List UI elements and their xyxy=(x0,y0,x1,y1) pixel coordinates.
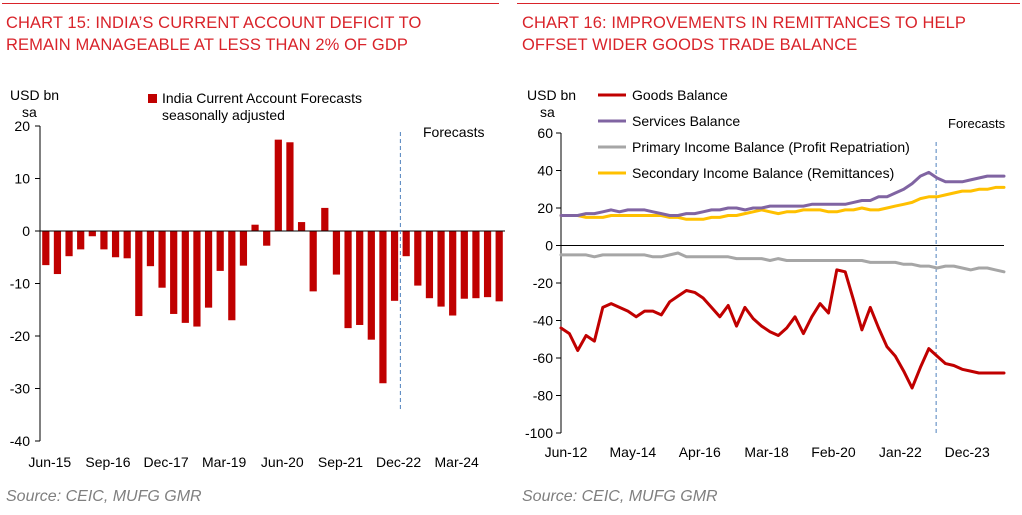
y-axis-unit-label-2: sa xyxy=(540,104,555,120)
bar xyxy=(356,231,364,325)
bar xyxy=(251,224,259,231)
chart-15-title: CHART 15: INDIA’S CURRENT ACCOUNT DEFICI… xyxy=(6,14,422,54)
bar xyxy=(158,231,166,288)
x-tick-label: May-14 xyxy=(610,444,657,460)
bar xyxy=(100,231,108,250)
bar xyxy=(344,231,352,329)
y-tick-label: -80 xyxy=(533,388,553,404)
x-tick-label: Sep-16 xyxy=(85,454,130,470)
right-title-rule xyxy=(517,3,1020,4)
x-tick-label: Dec-17 xyxy=(143,454,188,470)
y-axis-unit-label-2: sa xyxy=(22,104,37,120)
x-tick-label: Apr-16 xyxy=(679,444,721,460)
chart-16-source: Source: CEIC, MUFG GMR xyxy=(522,488,718,505)
series-line-goods-balance xyxy=(559,268,1006,390)
bar xyxy=(414,231,422,286)
legend-label: Goods Balance xyxy=(632,87,728,103)
x-tick-label: Dec-23 xyxy=(945,444,990,460)
chart-16-title: CHART 16: IMPROVEMENTS IN REMITTANCES TO… xyxy=(522,14,966,54)
x-tick-label: Mar-18 xyxy=(744,444,789,460)
bar xyxy=(193,231,201,327)
y-tick-label: -100 xyxy=(525,425,553,441)
bar xyxy=(460,231,468,299)
y-tick-label: 10 xyxy=(14,171,30,187)
y-axis-unit-label: USD bn xyxy=(10,87,59,103)
x-tick-label: Dec-22 xyxy=(376,454,421,470)
bar xyxy=(263,231,271,246)
bar xyxy=(216,231,224,271)
bar xyxy=(402,231,410,257)
y-tick-label: 0 xyxy=(22,223,30,239)
bar xyxy=(228,231,236,321)
legend-label-2: seasonally adjusted xyxy=(162,107,285,123)
bar xyxy=(239,231,248,266)
x-tick-label: Feb-20 xyxy=(811,444,856,460)
bar xyxy=(390,231,399,301)
bar xyxy=(65,231,73,257)
bar xyxy=(332,231,341,275)
chart-15-source: Source: CEIC, MUFG GMR xyxy=(6,488,202,505)
x-tick-label: Jun-12 xyxy=(545,444,588,460)
legend-swatch xyxy=(148,94,157,103)
y-tick-label: -30 xyxy=(10,381,30,397)
bar xyxy=(204,231,213,308)
bar xyxy=(77,231,85,250)
y-axis-unit-label: USD bn xyxy=(527,87,576,103)
bar xyxy=(146,231,155,267)
y-tick-label: 20 xyxy=(537,200,553,216)
series-line-services-balance xyxy=(559,170,1006,217)
bar xyxy=(111,231,120,258)
bar xyxy=(88,231,96,237)
bar xyxy=(297,222,306,231)
y-tick-label: -20 xyxy=(10,328,30,344)
x-tick-label: Jan-22 xyxy=(879,444,922,460)
forecast-label: Forecasts xyxy=(423,124,484,140)
y-tick-label: -40 xyxy=(10,433,30,449)
y-tick-label: -60 xyxy=(533,350,553,366)
bar xyxy=(42,231,50,266)
left-title-rule xyxy=(2,3,499,4)
bar xyxy=(449,231,457,316)
y-tick-label: -20 xyxy=(533,275,553,291)
y-tick-label: 40 xyxy=(537,163,553,179)
y-tick-label: -10 xyxy=(10,276,30,292)
legend-label: India Current Account Forecasts xyxy=(162,90,362,106)
y-tick-label: -40 xyxy=(533,313,553,329)
bar xyxy=(379,231,387,384)
bar xyxy=(53,231,62,275)
bar xyxy=(274,139,282,231)
bar xyxy=(437,231,445,307)
bar xyxy=(181,231,189,323)
bar xyxy=(309,231,317,292)
forecast-label: Forecasts xyxy=(948,116,1006,131)
x-tick-label: Mar-19 xyxy=(202,454,247,470)
legend-label: Secondary Income Balance (Remittances) xyxy=(632,165,894,181)
x-tick-label: Sep-21 xyxy=(318,454,363,470)
bar xyxy=(495,231,503,302)
bar xyxy=(472,231,480,299)
x-tick-label: Jun-15 xyxy=(28,454,71,470)
bar xyxy=(170,231,178,314)
x-tick-label: Jun-20 xyxy=(261,454,304,470)
bar xyxy=(321,207,329,231)
bar xyxy=(135,231,143,317)
series-line-secondary-income-balance-remittances xyxy=(559,185,1006,221)
legend-label: Services Balance xyxy=(632,113,740,129)
bar xyxy=(483,231,492,298)
bar xyxy=(123,231,131,259)
series-line-primary-income-balance-profit-repatriation xyxy=(559,251,1006,274)
y-tick-label: 0 xyxy=(545,238,553,254)
legend-label: Primary Income Balance (Profit Repatriat… xyxy=(632,139,910,155)
x-tick-label: Mar-24 xyxy=(435,454,480,470)
bar xyxy=(286,142,294,231)
chart-15-current-account: -40 -30 -20 -10 0 10 20 Jun-15 Sep-16 Dec-17 Mar-1… xyxy=(10,87,505,470)
y-tick-label: 20 xyxy=(14,118,30,134)
y-tick-label: 60 xyxy=(537,125,553,141)
bar xyxy=(425,231,434,299)
bar xyxy=(367,231,375,340)
